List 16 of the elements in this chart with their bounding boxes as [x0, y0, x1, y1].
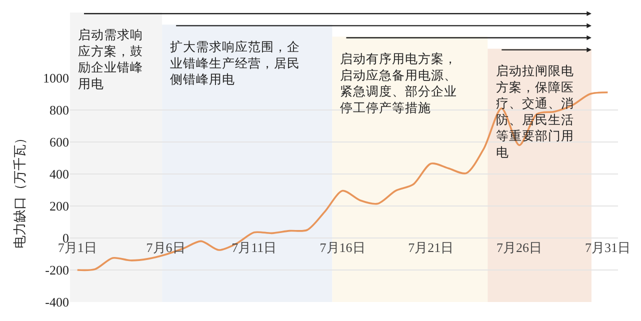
y-tick-label: 200 [50, 198, 69, 214]
x-tick-label: 7月16日 [320, 240, 366, 255]
x-tick-label: 7月11日 [232, 240, 277, 255]
y-axis-title: 电力缺口（万千瓦） [12, 132, 27, 248]
y-tick-label: -400 [45, 294, 69, 310]
band-label: 启动需求响应方案，鼓励企业错峰用电 [78, 27, 143, 91]
band-label: 启动有序用电方案，启动应急备用电源、紧急调度、部分企业停工停产等措施 [340, 51, 457, 115]
y-tick-label: 1000 [43, 70, 69, 86]
y-tick-label: 800 [50, 102, 69, 118]
x-tick-label: 7月31日 [584, 240, 630, 255]
y-tick-label: 600 [50, 134, 69, 150]
band-label: 扩大需求响应范围，企业错峰生产经营，居民侧错峰用电 [170, 39, 300, 86]
y-tick-label: 400 [50, 166, 69, 182]
x-tick-label: 7月21日 [408, 240, 454, 255]
x-tick-label: 7月26日 [496, 240, 542, 255]
y-tick-label: -200 [45, 262, 69, 278]
